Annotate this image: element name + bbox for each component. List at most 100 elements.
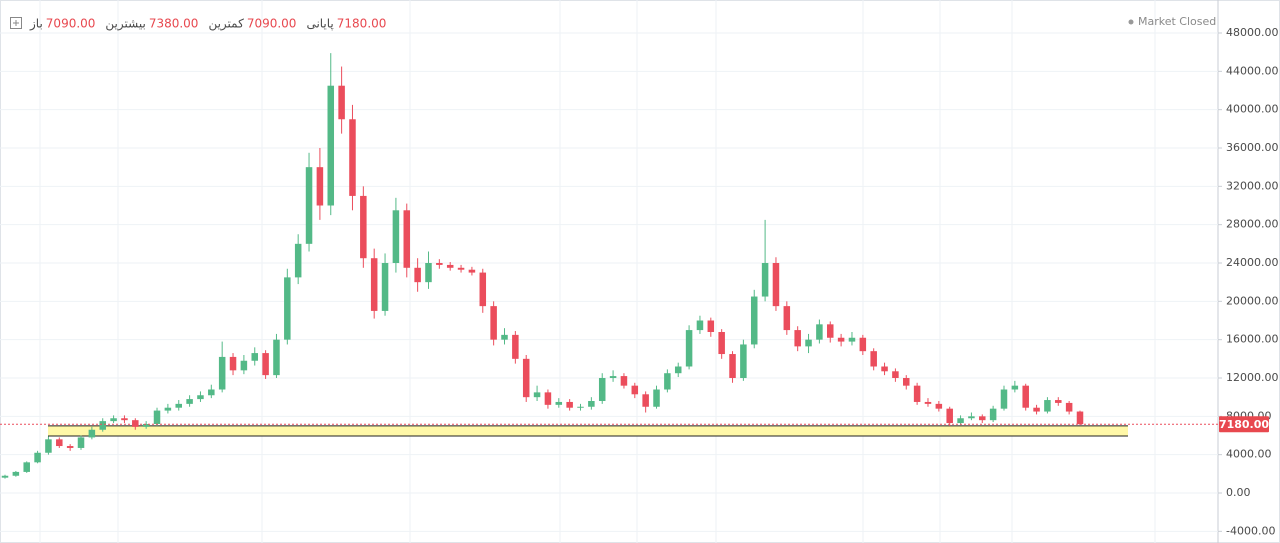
candle-body [175,403,182,408]
candle-body [284,277,291,340]
candle-body [316,167,324,206]
candle-body [826,324,834,338]
candle-body [142,424,150,427]
candle-body [164,407,172,411]
y-tick-label: 32000.00 [1226,179,1279,192]
candle-body [631,385,639,395]
candle-body [360,195,367,259]
candle-body [577,406,584,408]
candle-body [783,306,791,331]
candle-body [805,339,812,347]
y-tick-label: 36000.00 [1226,141,1279,154]
candle-body [132,420,139,427]
candle-body [77,437,85,448]
candle-body [664,373,671,390]
candle-body [859,337,867,352]
candle-body [153,410,161,424]
candle-body [848,337,856,342]
candle-body [305,167,313,244]
time-grid [39,0,1156,543]
candle-body [327,85,335,206]
candle-body [66,446,74,448]
candle-body [121,418,128,421]
candle-body [23,462,30,472]
candle-body [653,389,660,407]
candle-body [1055,400,1062,403]
header-value: 7090.00 [247,17,297,31]
candle-body [642,394,649,407]
candle-body [1022,385,1029,408]
candle-body [414,267,421,283]
candle-body [816,324,823,340]
support-zone [48,425,1128,436]
expand-icon[interactable] [10,17,22,29]
candle-body [501,334,508,340]
candle-body [251,353,259,361]
candle-body [979,416,986,421]
last-price-box [1219,416,1269,433]
candle-body [718,332,725,355]
candle-body [533,392,541,398]
y-tick-label: 44000.00 [1226,64,1279,77]
y-tick-label: -4000.00 [1226,524,1275,537]
candle-body [740,344,747,378]
candle-body [696,320,704,331]
candle-body [1065,402,1073,412]
candle-body [685,330,693,367]
candle-body [490,306,497,340]
candle-body [837,337,845,342]
candle-body [913,385,921,402]
candle-body [338,85,345,120]
header-label: باز [29,17,43,32]
candle-body [881,366,888,372]
candle-body [34,452,41,463]
header-label: بیشترین [105,17,145,32]
candle-body [566,401,573,408]
y-tick-label: 0.00 [1226,486,1251,499]
candle-body [218,356,226,390]
candle-body [1044,400,1051,412]
candle-body [186,399,193,404]
candle-body [56,439,63,447]
candle-body [479,272,487,307]
y-tick-label: 16000.00 [1226,333,1279,346]
y-tick-label: 24000.00 [1226,256,1279,269]
candle-body [903,378,910,386]
candle-body [609,376,617,378]
candle-body [88,429,96,438]
candle-body [761,263,769,297]
candle-body [598,378,606,401]
candle-body [392,210,400,263]
candle-body [674,366,682,374]
candle-body [772,263,780,307]
market-status: Market Closed [1138,15,1216,28]
candle-body [1076,411,1084,425]
header-value: 7380.00 [149,17,199,31]
header-value: 7090.00 [46,17,96,31]
candle-body [45,439,52,453]
candle-body [555,401,563,405]
candle-body [262,353,269,376]
candle-body [12,471,20,476]
header-label: کمترین [208,17,244,32]
y-tick-label: 28000.00 [1226,218,1279,231]
candle-body [110,418,117,422]
candle-body [349,119,356,196]
candle-body [294,243,302,278]
y-tick-label: 20000.00 [1226,294,1279,307]
candle-body [989,408,997,421]
candle-body [707,320,715,332]
candle-body [240,360,248,371]
header-value: 7180.00 [337,17,387,31]
candle-body [197,395,204,400]
candle-body [273,339,280,376]
last-price-label: 7180.00 [1219,418,1269,431]
candle-body [512,334,519,359]
candle-body [446,264,454,268]
candle-body [468,269,476,273]
header-label: پایانی [306,17,333,31]
candle-body [425,263,432,283]
candle-body [946,408,953,424]
